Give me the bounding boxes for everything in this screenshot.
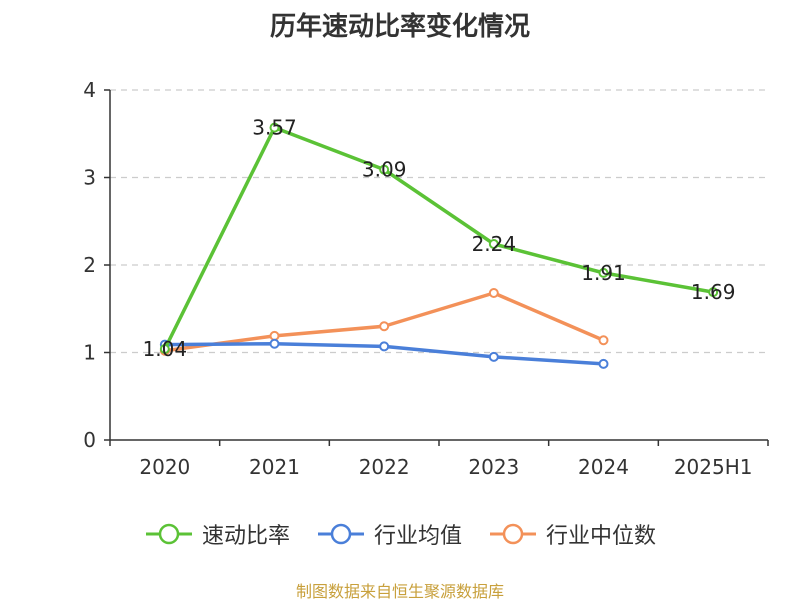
data-point [598,335,609,346]
y-tick-label: 4 [83,78,96,102]
data-source-note: 制图数据来自恒生聚源数据库 [295,582,504,601]
data-point [708,287,719,298]
legend-item[interactable]: 行业均值 [316,518,462,550]
grid-lines [110,89,768,354]
data-point [488,288,499,298]
data-label: 3.09 [362,158,407,182]
data-point [379,164,390,175]
data-point [598,267,609,278]
legend-label: 行业均值 [373,524,462,549]
y-tick-label: 0 [83,428,96,452]
data-label: 1.04 [143,337,188,361]
data-point [269,122,280,133]
y-tick-label: 1 [83,341,96,365]
data-point [379,341,390,352]
legend-item[interactable]: 行业中位数 [488,518,656,550]
legend: 速动比率 行业均值 行业中位数 [0,518,800,550]
x-tick-label: 2025H1 [674,455,753,479]
x-tick-label: 2022 [359,455,410,479]
data-label: 1.91 [581,261,626,285]
data-label: 3.57 [252,116,297,140]
legend-item[interactable]: 速动比率 [144,518,290,550]
x-tick-label: 2020 [139,455,190,479]
legend-swatch [145,523,192,545]
legend-label: 行业中位数 [546,524,657,549]
y-tick-label: 3 [83,166,96,190]
axes: 0 1 2 3 4 2020 2021 2022 2023 2024 2025H1 [83,78,769,479]
chart-title: 历年速动比率变化情况 [269,12,530,42]
data-point [269,338,280,349]
x-tick-label: 2021 [249,455,300,479]
data-point [598,358,609,369]
data-point [269,330,280,341]
data-label: 2.24 [472,232,517,256]
data-labels: 1.04 3.57 3.09 2.24 1.91 1.69 [143,116,736,361]
data-point [159,344,170,354]
data-point [488,351,499,362]
x-tick-label: 2024 [578,455,629,479]
x-tick-label: 2023 [468,455,519,479]
legend-label: 速动比率 [201,524,290,549]
series-line-0 [163,125,715,351]
series-lines [159,122,719,369]
data-label: 1.69 [691,280,736,304]
y-tick-label: 2 [83,253,96,277]
data-point [379,321,390,332]
legend-swatch [317,523,364,545]
legend-swatch [490,523,536,545]
data-point [488,239,499,249]
